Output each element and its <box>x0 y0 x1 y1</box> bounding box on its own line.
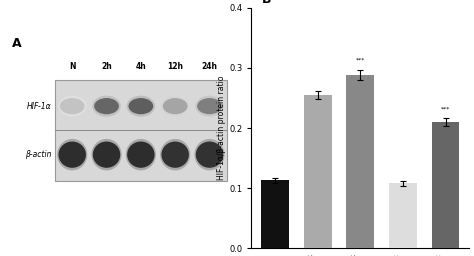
Text: B: B <box>262 0 272 6</box>
Ellipse shape <box>197 98 222 114</box>
Ellipse shape <box>57 139 87 170</box>
Bar <box>55 80 227 181</box>
Y-axis label: HIF-1α/β-actin protein ratio: HIF-1α/β-actin protein ratio <box>217 76 226 180</box>
Text: β-actin: β-actin <box>25 150 52 159</box>
Ellipse shape <box>126 139 156 170</box>
Ellipse shape <box>195 96 224 117</box>
Bar <box>432 122 459 248</box>
Text: ***: *** <box>441 106 450 111</box>
Ellipse shape <box>58 142 86 168</box>
Ellipse shape <box>128 98 153 114</box>
Text: N: N <box>69 62 75 71</box>
Ellipse shape <box>93 142 120 168</box>
Text: A: A <box>11 37 21 50</box>
Ellipse shape <box>58 96 86 117</box>
Ellipse shape <box>196 142 223 168</box>
Text: 2h: 2h <box>101 62 112 71</box>
Text: HIF-1α: HIF-1α <box>27 102 52 111</box>
Bar <box>304 95 332 248</box>
Ellipse shape <box>160 139 190 170</box>
Ellipse shape <box>92 96 121 117</box>
Ellipse shape <box>127 96 155 117</box>
Text: 24h: 24h <box>201 62 218 71</box>
Ellipse shape <box>91 139 122 170</box>
Ellipse shape <box>161 96 190 117</box>
Bar <box>389 183 417 248</box>
Ellipse shape <box>127 142 155 168</box>
Text: 4h: 4h <box>136 62 146 71</box>
Ellipse shape <box>163 98 188 114</box>
Bar <box>261 180 289 248</box>
Text: 12h: 12h <box>167 62 183 71</box>
Ellipse shape <box>162 142 189 168</box>
Ellipse shape <box>60 98 84 114</box>
Bar <box>346 75 374 248</box>
Ellipse shape <box>194 139 225 170</box>
Ellipse shape <box>94 98 119 114</box>
Text: ***: *** <box>356 57 365 62</box>
